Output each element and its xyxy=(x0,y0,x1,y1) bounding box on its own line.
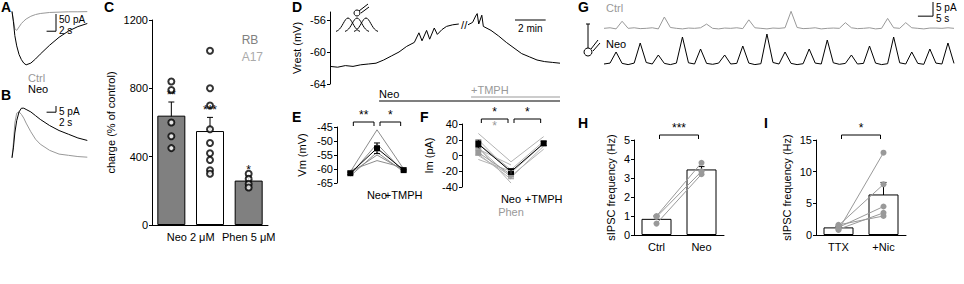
svg-text:Ctrl: Ctrl xyxy=(606,2,623,14)
svg-text:charge (% of control): charge (% of control) xyxy=(105,71,117,173)
svg-text:I: I xyxy=(764,115,768,131)
svg-text:RB: RB xyxy=(242,33,259,47)
svg-text:*: * xyxy=(492,119,497,133)
svg-text:5 s: 5 s xyxy=(936,13,949,24)
svg-text:Neo: Neo xyxy=(366,188,388,201)
svg-text:-50: -50 xyxy=(317,135,333,147)
svg-text:-55: -55 xyxy=(317,149,333,161)
svg-text:A: A xyxy=(1,0,11,15)
svg-text:0: 0 xyxy=(452,150,458,162)
svg-text:-65: -65 xyxy=(317,177,333,189)
svg-text:-20: -20 xyxy=(442,165,458,177)
svg-text:+Nic: +Nic xyxy=(872,241,895,253)
svg-text:0: 0 xyxy=(142,219,148,231)
svg-text:Phen 5 μM: Phen 5 μM xyxy=(222,231,275,243)
svg-text:A17: A17 xyxy=(242,50,264,64)
svg-text:sIPSC frequency (Hz): sIPSC frequency (Hz) xyxy=(781,134,793,240)
svg-text:Vrest (mV): Vrest (mV) xyxy=(291,22,303,74)
svg-text:10: 10 xyxy=(800,166,812,178)
svg-text:-60: -60 xyxy=(310,46,326,58)
svg-text:E: E xyxy=(292,109,301,125)
svg-text:sIPSC frequency (Hz): sIPSC frequency (Hz) xyxy=(605,134,617,240)
svg-text:D: D xyxy=(292,0,302,15)
svg-text:**: ** xyxy=(167,88,177,102)
svg-text:*: * xyxy=(246,163,251,177)
svg-text:2 min: 2 min xyxy=(518,23,542,34)
svg-text:F: F xyxy=(420,109,429,125)
svg-text:2 s: 2 s xyxy=(59,25,72,36)
svg-text:50 pA: 50 pA xyxy=(59,14,85,25)
svg-text:5: 5 xyxy=(624,134,630,146)
svg-text:0: 0 xyxy=(806,229,812,241)
svg-text:-45: -45 xyxy=(317,121,333,133)
svg-text:+TMPH: +TMPH xyxy=(471,84,509,96)
svg-text:20: 20 xyxy=(446,134,458,146)
svg-text:**: ** xyxy=(359,108,369,122)
svg-text:*: * xyxy=(492,105,497,119)
svg-text:+TMPH: +TMPH xyxy=(525,193,563,205)
svg-text:0: 0 xyxy=(624,229,630,241)
svg-text:4: 4 xyxy=(624,153,630,165)
svg-text:B: B xyxy=(1,87,11,103)
svg-text:C: C xyxy=(104,0,114,15)
svg-text:-40: -40 xyxy=(442,181,458,193)
svg-text:5 pA: 5 pA xyxy=(59,106,80,117)
svg-text:*: * xyxy=(388,108,393,122)
svg-text:+TMPH: +TMPH xyxy=(385,189,423,201)
svg-text:15: 15 xyxy=(800,134,812,146)
svg-text:Neo: Neo xyxy=(501,193,521,205)
svg-text:Neo: Neo xyxy=(28,83,48,95)
svg-text:1: 1 xyxy=(624,210,630,222)
svg-text:TTX: TTX xyxy=(828,241,849,253)
svg-text:Vm (mV): Vm (mV) xyxy=(296,133,308,176)
svg-text:H: H xyxy=(578,115,588,131)
svg-text:-56: -56 xyxy=(310,14,326,26)
svg-text:***: *** xyxy=(203,103,217,117)
svg-text:5 pA: 5 pA xyxy=(936,2,957,13)
svg-text:400: 400 xyxy=(130,151,148,163)
svg-text:*: * xyxy=(859,121,864,135)
svg-text:Phen: Phen xyxy=(498,206,524,218)
svg-text:-64: -64 xyxy=(310,78,326,90)
svg-text:3: 3 xyxy=(624,172,630,184)
svg-text:2: 2 xyxy=(624,191,630,203)
svg-text:Ctrl: Ctrl xyxy=(648,241,665,253)
svg-text:*: * xyxy=(525,105,530,119)
svg-text:-60: -60 xyxy=(317,163,333,175)
svg-text:40: 40 xyxy=(446,118,458,130)
svg-text:Neo 2 μM: Neo 2 μM xyxy=(167,231,215,243)
svg-text:***: *** xyxy=(672,121,686,135)
svg-text://: // xyxy=(461,19,468,31)
svg-text:2 s: 2 s xyxy=(59,117,72,128)
svg-text:Neo: Neo xyxy=(379,88,399,100)
svg-text:Im (pA): Im (pA) xyxy=(423,137,435,173)
svg-text:5: 5 xyxy=(806,197,812,209)
svg-text:1200: 1200 xyxy=(124,14,148,26)
svg-text:G: G xyxy=(578,0,589,15)
svg-text:Neo: Neo xyxy=(606,38,626,50)
svg-text:Ctrl: Ctrl xyxy=(28,71,46,84)
svg-text:Neo: Neo xyxy=(691,241,711,253)
svg-text:800: 800 xyxy=(130,82,148,94)
